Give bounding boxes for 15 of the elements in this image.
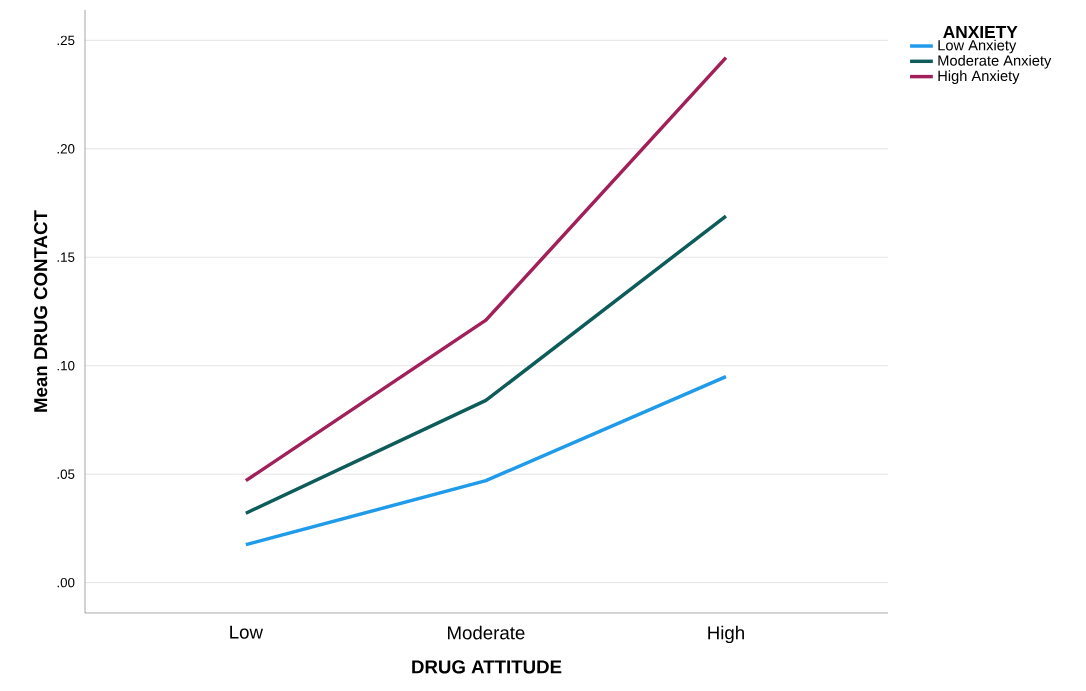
y-tick-label: .10 — [57, 361, 75, 371]
legend-label: Moderate Anxiety — [938, 55, 1052, 69]
y-tick-label: .25 — [57, 35, 75, 46]
legend-label: High Anxiety — [938, 70, 1020, 84]
x-tick-label: Moderate — [448, 625, 525, 640]
y-axis-title: Mean DRUG CONTACT — [34, 210, 48, 412]
x-tick-label: Low — [230, 625, 264, 639]
legend-title: ANXIETY — [943, 26, 1018, 38]
y-tick-label: .05 — [57, 469, 75, 479]
legend-label: Low Anxiety — [938, 39, 1017, 54]
x-tick-label: High — [708, 625, 744, 644]
y-tick-label: .20 — [57, 144, 75, 154]
y-tick-label: .00 — [57, 577, 75, 588]
y-tick-label: .15 — [57, 252, 75, 262]
x-axis-title: DRUG ATTITUDE — [412, 660, 562, 674]
